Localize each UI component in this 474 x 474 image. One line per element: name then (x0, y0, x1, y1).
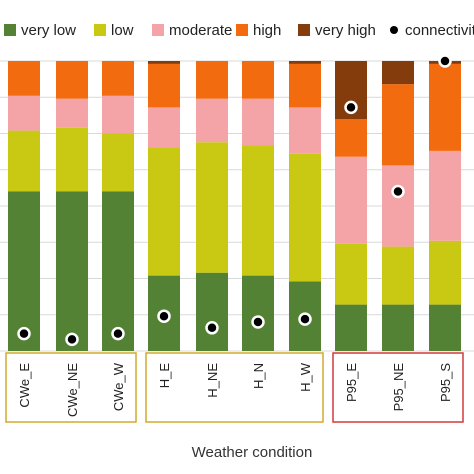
bar-p95-e-very-low (335, 305, 367, 351)
bar-p95-s-high (429, 64, 461, 151)
x-tick-label-cwe-w: CWe_W (111, 362, 126, 411)
bar-cwe-e-moderate (8, 96, 40, 131)
x-axis-title: Weather condition (192, 444, 313, 461)
legend-label-connectivity: connectivity (405, 22, 474, 39)
connectivity-marker-cwe-ne (67, 334, 78, 345)
connectivity-marker-h-n (253, 317, 264, 328)
connectivity-marker-cwe-e (19, 328, 30, 339)
x-tick-label-h-e: H_E (157, 363, 172, 389)
bar-p95-ne-very-high (382, 61, 414, 84)
x-tick-label-p95-e: P95_E (344, 363, 359, 402)
bar-cwe-e-high (8, 61, 40, 96)
bar-h-n-high (242, 61, 274, 99)
bar-h-w-moderate (289, 107, 321, 153)
legend-swatch-very-low (4, 24, 16, 36)
bar-h-w-high (289, 64, 321, 108)
bar-h-e-high (148, 64, 180, 108)
bar-h-n-moderate (242, 99, 274, 145)
bar-cwe-w-low (102, 134, 134, 192)
bar-cwe-e-low (8, 131, 40, 192)
x-tick-label-h-w: H_W (298, 362, 313, 392)
bar-h-n-low (242, 145, 274, 276)
bar-p95-e-high (335, 119, 367, 157)
connectivity-marker-h-w (300, 314, 311, 325)
bar-h-e-very-high (148, 61, 180, 64)
bar-h-ne-moderate (196, 99, 228, 143)
bar-h-ne-low (196, 142, 228, 273)
connectivity-marker-cwe-w (113, 328, 124, 339)
bar-cwe-w-moderate (102, 96, 134, 134)
bar-p95-s-low (429, 241, 461, 305)
connectivity-marker-h-ne (207, 322, 218, 333)
legend-swatch-very-high (298, 24, 310, 36)
connectivity-marker-p95-e (346, 102, 357, 113)
legend-swatch-high (236, 24, 248, 36)
legend-swatch-low (94, 24, 106, 36)
legend: very low low moderate high very high connecti… (4, 22, 474, 39)
bar-cwe-w-high (102, 61, 134, 96)
x-tick-label-h-ne: H_NE (205, 363, 220, 398)
bar-h-e-moderate (148, 107, 180, 148)
category-group-box-2 (146, 353, 323, 422)
legend-label-high: high (253, 22, 281, 39)
bar-p95-e-moderate (335, 157, 367, 244)
x-tick-label-h-n: H_N (251, 363, 266, 389)
bar-h-e-low (148, 148, 180, 276)
x-tick-label-p95-s: P95_S (438, 363, 453, 402)
legend-label-very-high: very high (315, 22, 376, 39)
bar-cwe-ne-low (56, 128, 88, 192)
bar-p95-s-moderate (429, 151, 461, 241)
x-tick-label-cwe-ne: CWe_NE (65, 363, 80, 417)
bar-cwe-ne-high (56, 61, 88, 99)
connectivity-marker-h-e (159, 311, 170, 322)
bar-p95-ne-low (382, 247, 414, 305)
x-tick-labels: CWe_E CWe_NE CWe_W H_E H_NE H_N H_W P95_E P95_NE… (17, 362, 453, 417)
bar-p95-ne-high (382, 84, 414, 165)
legend-swatch-connectivity (390, 26, 398, 34)
connectivity-marker-p95-s (440, 56, 451, 67)
bar-cwe-ne-moderate (56, 99, 88, 128)
legend-swatch-moderate (152, 24, 164, 36)
bar-h-n-very-low (242, 276, 274, 351)
bar-h-w-low (289, 154, 321, 282)
bar-p95-e-low (335, 244, 367, 305)
legend-label-very-low: very low (21, 22, 76, 39)
bar-p95-s-very-low (429, 305, 461, 351)
connectivity-marker-p95-ne (393, 186, 404, 197)
legend-label-low: low (111, 22, 134, 39)
bar-h-ne-very-low (196, 273, 228, 351)
bar-p95-ne-very-low (382, 305, 414, 351)
bar-p95-ne-moderate (382, 165, 414, 246)
x-tick-label-cwe-e: CWe_E (17, 363, 32, 408)
bar-h-ne-high (196, 61, 228, 99)
x-tick-label-p95-ne: P95_NE (391, 363, 406, 412)
legend-label-moderate: moderate (169, 22, 232, 39)
bar-cwe-ne-very-low (56, 192, 88, 352)
bar-h-w-very-high (289, 61, 321, 64)
